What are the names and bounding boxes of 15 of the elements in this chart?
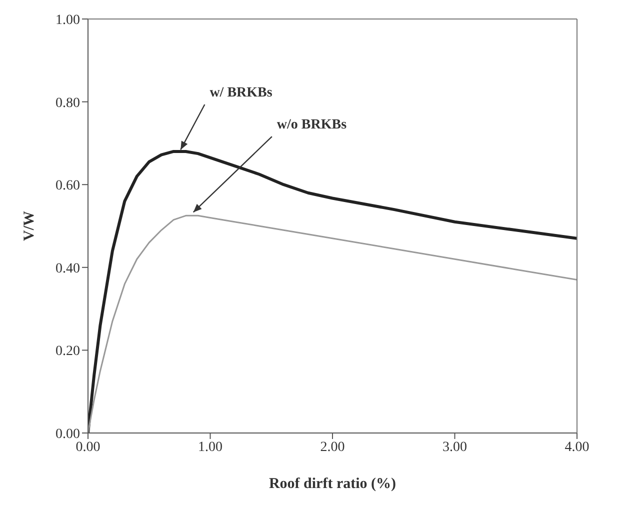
x-tick-label: 3.00 [442,440,467,455]
x-tick-label: 2.00 [320,440,345,455]
y-tick-label: 0.40 [56,261,80,276]
y-tick-label: 0.00 [56,426,80,442]
annotation: w/o BRKBs [276,118,348,133]
x-tick-label: 1.00 [198,440,222,455]
y-tick-label: 1.00 [56,12,80,28]
annotation: w/ BRKBs [210,85,273,100]
y-tick-label: 0.60 [56,178,80,194]
x-tick-label: 0.00 [76,440,100,455]
y-tick-label: 0.80 [56,96,80,111]
y-axis-title: V/W [21,211,38,241]
x-axis-title: Roof dirft ratio (%) [268,476,396,492]
x-tick-label: 4.00 [564,440,590,455]
y-tick-label: 0.20 [56,344,80,360]
